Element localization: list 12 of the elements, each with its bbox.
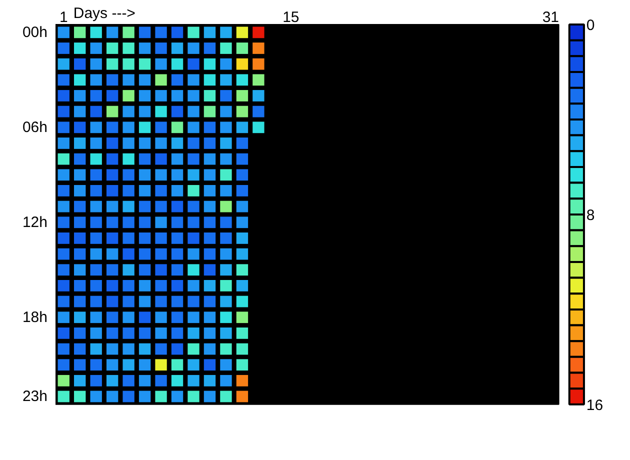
x-tick-label: 1 — [59, 9, 68, 26]
x-tick-label: 15 — [282, 9, 300, 26]
y-tick-label: 12h — [22, 214, 48, 231]
y-tick-label: 23h — [22, 388, 48, 406]
x-tick-label: 31 — [542, 9, 560, 26]
color-bar-label: 8 — [586, 206, 595, 224]
x-axis-title: Days ---> — [73, 5, 136, 22]
y-tick-label: 00h — [22, 24, 48, 41]
color-bar-label: 16 — [586, 396, 604, 414]
y-tick-label: 06h — [22, 118, 48, 136]
color-bar-label: 0 — [586, 16, 595, 34]
y-tick-label: 18h — [22, 308, 48, 326]
